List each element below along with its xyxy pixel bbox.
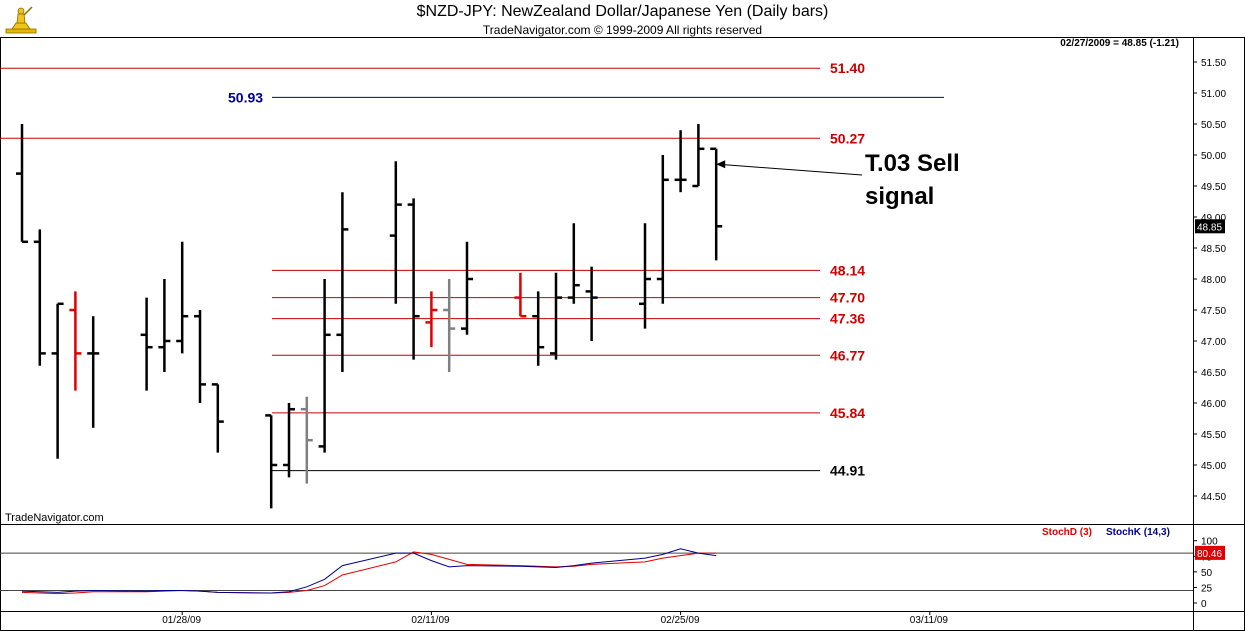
date-axis-label: 03/11/09 — [910, 615, 949, 626]
price-axis-label: 48.50 — [1201, 244, 1226, 255]
sell-signal-annotation: T.03 Sell signal — [716, 150, 960, 210]
stoch-axis-label: 0 — [1201, 599, 1207, 610]
target-level-label: 50.93 — [228, 89, 263, 105]
annotation-arrow-head — [716, 160, 726, 169]
stoch-series-line — [21, 551, 717, 595]
price-axis-label: 51.50 — [1201, 58, 1226, 69]
fib-level-label: 47.70 — [830, 290, 865, 306]
fib-level-label: 45.84 — [830, 405, 865, 421]
fib-level-label: 44.91 — [830, 463, 865, 479]
stoch-k-legend: StochK (14,3) — [1106, 527, 1170, 538]
annotation-text: T.03 Sell — [865, 150, 960, 177]
fib-level-label: 48.14 — [830, 262, 865, 278]
price-bars — [16, 124, 723, 509]
stoch-d-legend: StochD (3) — [1042, 527, 1092, 538]
price-axis-label: 45.50 — [1201, 430, 1226, 441]
chart-title: $NZD-JPY: NewZealand Dollar/Japanese Yen… — [416, 3, 829, 20]
navigator-statue-icon — [5, 6, 37, 34]
annotation-arrow-line — [718, 163, 863, 176]
copyright-subtitle: TradeNavigator.com © 1999-2009 All right… — [482, 23, 763, 37]
price-axis-label: 45.00 — [1201, 461, 1226, 472]
stochastic-panel: 1007550250StochD (3)StochK (14,3)80.46 — [0, 527, 1225, 610]
date-axis: 01/28/09 02/11/09 02/25/09 03/11/09 — [162, 611, 948, 626]
stoch-axis-label: 100 — [1201, 537, 1218, 548]
price-axis-label: 51.00 — [1201, 89, 1226, 100]
stoch-axis-label: 50 — [1201, 568, 1213, 579]
last-price-label: 48.85 — [1197, 222, 1222, 233]
fib-level-label: 46.77 — [830, 347, 865, 363]
level-lines: 51.40 50.93 50.27 48.14 47.70 47.36 46.77 45.84… — [0, 60, 944, 479]
price-axis-label: 47.00 — [1201, 337, 1226, 348]
stoch-axis-label: 25 — [1201, 583, 1213, 594]
fib-level-label: 51.40 — [830, 60, 865, 76]
price-axis-label: 49.50 — [1201, 182, 1226, 193]
price-axis-label: 49.00 — [1201, 213, 1226, 224]
annotation-text: signal — [865, 183, 934, 210]
price-axis: 51.50 51.00 50.50 50.00 49.50 49.00 48.50 48.00… — [1193, 58, 1226, 503]
stoch-last-label: 80.46 — [1197, 549, 1222, 560]
date-axis-label: 02/25/09 — [661, 615, 700, 626]
stoch-series-line — [21, 548, 717, 594]
fib-level-label: 50.27 — [830, 130, 865, 146]
price-axis-label: 46.50 — [1201, 368, 1226, 379]
date-axis-label: 02/11/09 — [411, 615, 450, 626]
date-axis-label: 01/28/09 — [162, 615, 201, 626]
price-axis-label: 50.00 — [1201, 151, 1226, 162]
price-axis-label: 47.50 — [1201, 306, 1226, 317]
fib-level-label: 47.36 — [830, 311, 865, 327]
price-axis-label: 44.50 — [1201, 492, 1226, 503]
last-price-readout: 02/27/2009 = 48.85 (-1.21) — [1060, 38, 1179, 49]
stoch-last-box — [1195, 545, 1225, 560]
price-axis-label: 48.00 — [1201, 275, 1226, 286]
price-axis-label: 46.00 — [1201, 399, 1226, 410]
price-axis-label: 50.50 — [1201, 120, 1226, 131]
watermark: TradeNavigator.com — [5, 512, 104, 524]
last-price-box — [1195, 219, 1225, 234]
